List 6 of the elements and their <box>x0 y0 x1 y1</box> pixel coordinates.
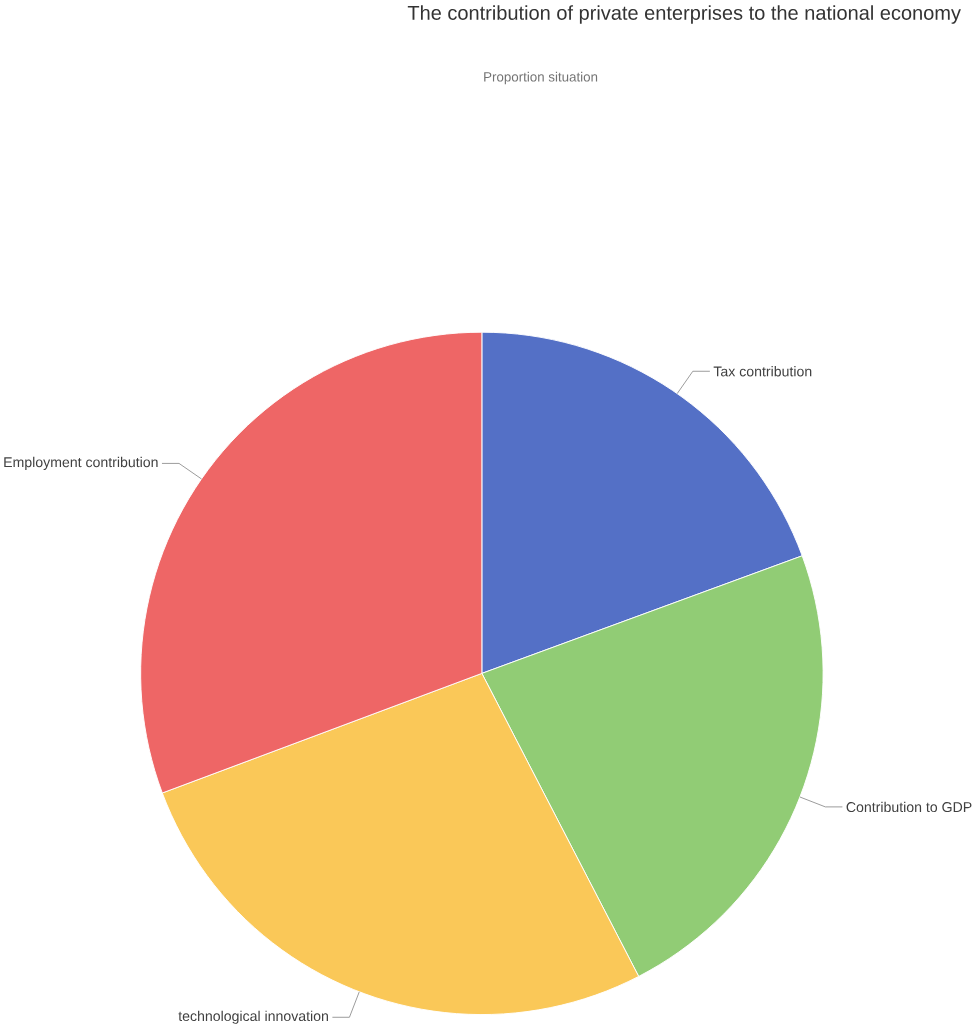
chart-subtitle: Proportion situation <box>484 71 597 85</box>
slice-label: technological innovation <box>178 1010 328 1024</box>
slice-label: Tax contribution <box>713 366 812 377</box>
chart-title: The contribution of private enterprises to the national economy <box>407 5 961 24</box>
slice-label: Employment contribution <box>4 456 158 470</box>
slice-label: Contribution to GDP <box>846 801 972 813</box>
